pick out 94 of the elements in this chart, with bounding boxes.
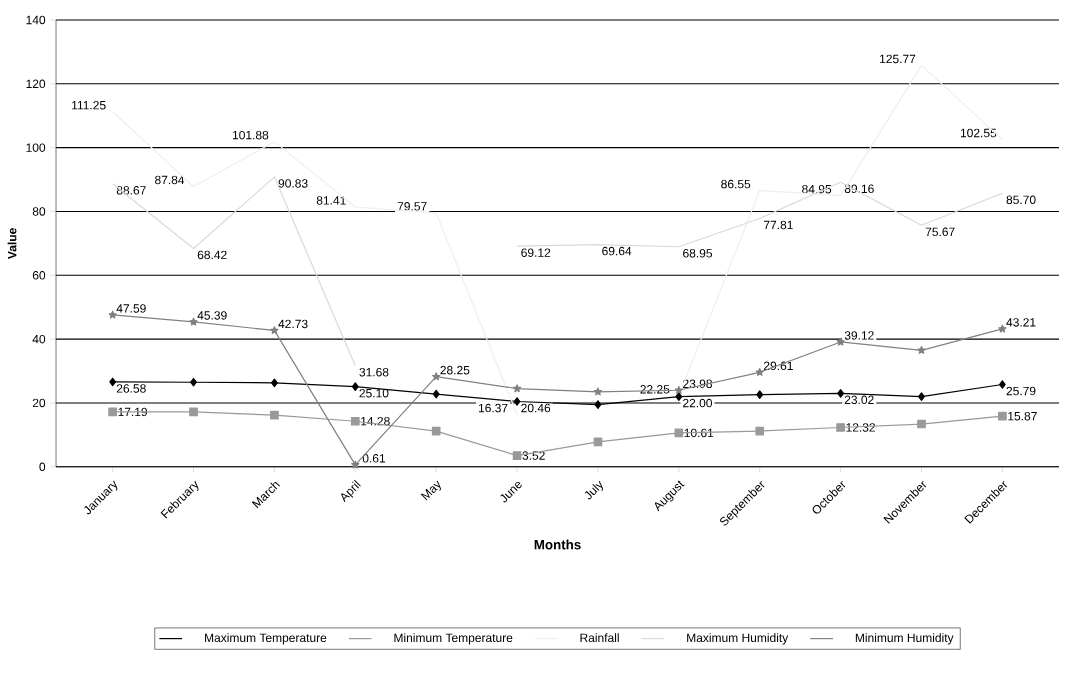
data-label: 86.55 (721, 180, 751, 189)
point (271, 378, 278, 388)
data-label: 22.00 (683, 399, 713, 408)
point (998, 380, 1006, 390)
point (674, 386, 683, 395)
point (756, 390, 764, 400)
data-label: 16.37 (478, 404, 508, 413)
data-label: 29.61 (763, 361, 793, 371)
point (431, 426, 441, 436)
point (836, 423, 845, 433)
x-axis-title: Months (534, 539, 581, 550)
point (755, 426, 765, 436)
data-label: 25.10 (359, 389, 389, 398)
data-label: 75.67 (925, 227, 955, 237)
data-label: 69.64 (602, 247, 632, 256)
legend-label: Minimum Humidity (855, 633, 954, 645)
point (594, 400, 602, 410)
x-tick-label: May (420, 480, 441, 501)
data-label: 43.21 (1006, 318, 1036, 327)
point (189, 407, 198, 417)
point (998, 324, 1007, 333)
point (513, 397, 521, 407)
y-tick-label: 40 (32, 335, 46, 344)
point (918, 392, 925, 402)
data-label: 14.28 (361, 417, 390, 426)
data-label: 25.79 (1006, 386, 1036, 396)
point (189, 317, 198, 326)
x-tick-label: July (584, 481, 603, 500)
legend-label: Minimum Temperature (394, 633, 513, 645)
point (836, 337, 845, 346)
data-label: 3.52 (522, 451, 545, 461)
data-label: 125.77 (880, 54, 916, 64)
point (432, 389, 440, 399)
data-label: 39.12 (844, 331, 874, 340)
data-label: 87.84 (155, 175, 185, 185)
point (350, 417, 360, 426)
point (351, 382, 359, 392)
point (270, 326, 279, 335)
y-tick-label: 80 (32, 207, 46, 216)
legend-label: Maximum Temperature (205, 633, 327, 645)
data-label: 68.95 (683, 249, 713, 258)
data-label: 22.25 (640, 385, 670, 394)
data-label: 90.83 (278, 179, 308, 188)
point (270, 411, 279, 420)
data-label: 89.16 (844, 184, 874, 194)
y-axis-title: Value (7, 228, 17, 260)
data-label: 12.32 (846, 423, 875, 432)
point (593, 387, 603, 396)
point (998, 412, 1007, 421)
y-tick-label: 0 (39, 462, 46, 472)
data-label: 15.87 (1008, 412, 1037, 421)
data-label: 26.58 (116, 384, 146, 393)
point (674, 428, 684, 438)
point (755, 368, 764, 377)
data-label: 0.61 (362, 454, 386, 463)
data-label: 20.46 (521, 404, 551, 413)
legend-label: Rainfall (580, 633, 619, 643)
y-tick-label: 140 (26, 15, 46, 25)
point (512, 451, 522, 461)
data-label: 79.57 (397, 202, 427, 211)
point (432, 372, 441, 381)
data-label: 23.98 (683, 379, 712, 389)
data-label: 45.39 (197, 311, 227, 320)
point (917, 419, 926, 429)
y-tick-label: 100 (26, 143, 46, 153)
data-label: 101.88 (232, 131, 269, 140)
y-tick-label: 20 (32, 398, 46, 408)
legend-label: Maximum Humidity (687, 633, 789, 645)
point (108, 407, 117, 417)
data-label: 47.59 (116, 304, 146, 313)
data-label: 81.41 (316, 196, 346, 205)
point (512, 384, 522, 393)
data-label: 42.73 (278, 319, 308, 329)
data-label: 68.42 (197, 250, 227, 260)
point (675, 392, 683, 402)
data-label: 69.12 (521, 248, 551, 258)
data-label: 17.19 (118, 407, 148, 417)
data-label: 23.02 (844, 395, 874, 405)
data-label: 31.68 (359, 368, 389, 377)
y-tick-label: 60 (32, 271, 46, 280)
y-tick-label: 120 (26, 79, 46, 89)
data-label: 102.55 (960, 128, 997, 138)
data-label: 88.67 (116, 186, 146, 195)
point (917, 346, 926, 355)
point (351, 460, 360, 469)
point (190, 378, 197, 387)
data-label: 111.25 (72, 101, 106, 110)
data-label: 77.81 (763, 220, 793, 230)
point (108, 310, 117, 319)
point (109, 377, 117, 387)
data-label: 85.70 (1006, 195, 1036, 205)
data-label: 28.25 (440, 366, 470, 375)
point (837, 389, 845, 398)
data-label: 84.95 (802, 185, 832, 194)
